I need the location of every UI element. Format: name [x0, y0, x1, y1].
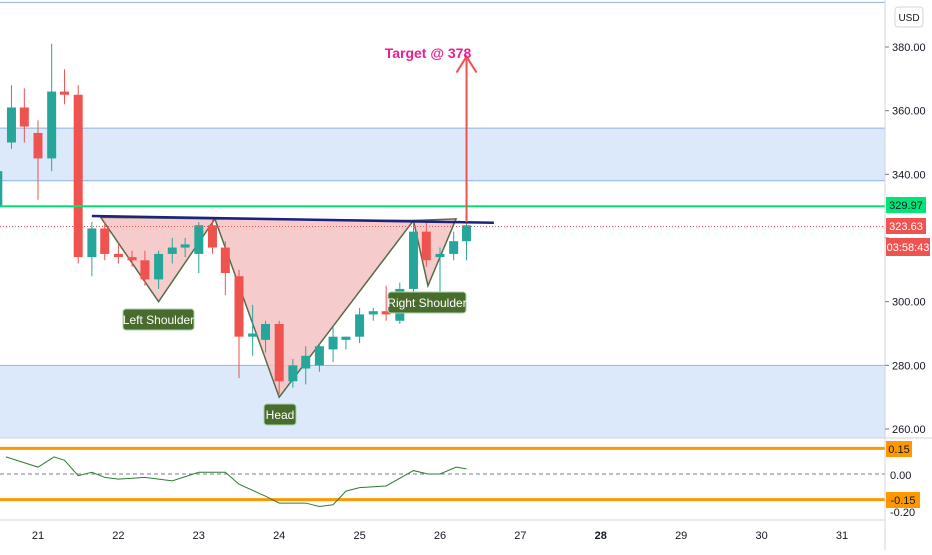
candle-body	[220, 247, 230, 274]
currency-label: USD	[898, 13, 919, 24]
candle-body	[449, 241, 459, 254]
upper-level-tag	[886, 441, 912, 457]
candle-body	[100, 228, 110, 254]
left-shoulder-badge	[122, 308, 195, 331]
countdown-tag	[886, 238, 930, 256]
right-shoulder-label: Right Shoulder	[387, 296, 466, 310]
candle-body	[127, 257, 137, 261]
candle-body	[0, 171, 3, 207]
x-tick-label: 22	[112, 530, 124, 542]
candle-body	[288, 365, 298, 382]
candle-body	[328, 336, 338, 350]
x-tick-label: 26	[434, 530, 446, 542]
candle-body	[140, 260, 150, 280]
last-price-text: 323.63	[889, 221, 923, 233]
candle-body	[154, 253, 164, 280]
indicator-pane	[0, 446, 885, 507]
candle-body	[314, 346, 324, 366]
candle-body	[19, 107, 29, 127]
x-tick-label: 31	[836, 530, 848, 542]
resistance-price-text: 329.97	[889, 200, 923, 212]
x-tick-label: 28	[595, 530, 607, 542]
candle-body	[194, 225, 204, 254]
target-arrow-head	[455, 54, 478, 74]
x-tick-label: 27	[514, 530, 526, 542]
x-tick-label: 29	[675, 530, 687, 542]
y-tick-label: 280.00	[892, 360, 926, 372]
x-tick-label: 23	[193, 530, 205, 542]
candle-body	[261, 323, 271, 340]
countdown-text: 03:58:43	[887, 242, 930, 254]
upper-level-text: 0.15	[888, 444, 909, 456]
x-tick-label: 30	[755, 530, 767, 542]
resistance-price-tag	[886, 197, 926, 213]
candle-body	[234, 276, 244, 337]
x-tick-label: 21	[32, 530, 44, 542]
candle-body	[248, 333, 258, 337]
candle-body	[207, 225, 217, 248]
target-label: Target @ 378	[385, 45, 472, 61]
y-tick-label: 360.00	[892, 106, 926, 118]
support-resistance-zone	[0, 365, 885, 438]
candle-body	[381, 311, 391, 315]
candle-body	[368, 311, 378, 315]
head-badge	[263, 403, 297, 426]
candle-body	[33, 132, 43, 159]
candle-body	[421, 231, 431, 261]
candle-body	[60, 91, 70, 95]
candle-body	[113, 253, 123, 258]
candle-body	[341, 336, 351, 340]
candle-body	[435, 253, 445, 258]
overlay-layer	[0, 54, 885, 227]
candle-body	[274, 323, 284, 382]
candle-body	[47, 91, 57, 159]
candle-body	[408, 231, 418, 289]
y-tick-label: 260.00	[892, 424, 926, 436]
lower-level-tag	[886, 492, 920, 508]
y-tick-label: 380.00	[892, 42, 926, 54]
candle-body	[180, 244, 190, 248]
right-shoulder-badge	[387, 291, 467, 314]
candle-body	[167, 247, 177, 254]
x-tick-label: 25	[353, 530, 365, 542]
left-shoulder-label: Left Shoulder	[123, 313, 194, 327]
indicator-partial-tick: -0.20	[890, 507, 915, 519]
y-tick-label: 300.00	[892, 297, 926, 309]
candle-body	[462, 225, 472, 242]
candles-layer	[0, 43, 472, 394]
candle-body	[355, 314, 365, 337]
lower-level-text: -0.15	[890, 495, 915, 507]
x-tick-label: 24	[273, 530, 285, 542]
currency-button[interactable]	[894, 6, 924, 28]
indicator-line	[5, 456, 467, 507]
zone-layer	[0, 1, 885, 438]
candle-body	[301, 355, 311, 369]
candle-body	[73, 94, 83, 258]
last-price-tag	[886, 218, 926, 234]
neckline	[91, 214, 494, 224]
indicator-zero-tick: 0.00	[890, 470, 911, 482]
candle-body	[6, 107, 16, 143]
label-layer: Target @ 378 Left Shoulder Head Right Sh…	[122, 45, 930, 519]
head-label: Head	[266, 408, 295, 422]
support-resistance-zone	[0, 128, 885, 181]
y-tick-label: 340.00	[892, 169, 926, 181]
candle-body	[87, 228, 97, 258]
